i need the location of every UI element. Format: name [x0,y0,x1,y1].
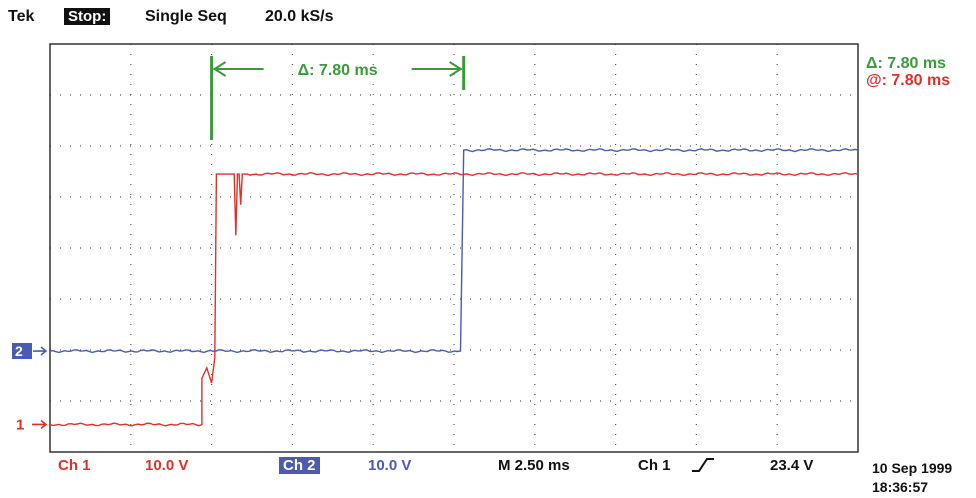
ch2-scale: 10.0 V [368,457,412,474]
arrow-right-icon [449,61,463,77]
graticule [49,43,859,453]
arrow-left-icon [212,61,227,77]
readout-delta: Δ: 7.80 ms [866,55,946,72]
stop-badge: Stop: [64,8,111,25]
ch1-marker[interactable]: 1 [16,416,24,433]
trigger-source: Ch 1 [638,457,671,474]
timebase: M 2.50 ms [498,457,570,474]
ch1-arrow-icon [32,419,48,430]
trigger-slope-icon [690,456,716,480]
waveform-traces [49,148,859,427]
graticule-border [49,43,859,453]
readout-at: @: 7.80 ms [866,72,950,89]
channel-markers[interactable]: 21 [12,343,48,433]
acquisition-state: Stop: [64,6,111,28]
time-cursors[interactable] [210,56,466,140]
ch1-label: Ch 1 [58,457,91,474]
trace-ch1 [49,171,859,427]
brand-label: Tek [8,8,35,25]
ch2-badge: Ch 2 [279,457,320,474]
ch1-scale: 10.0 V [145,457,189,474]
ch2-label: Ch 2 [279,456,320,476]
ch2-arrow-icon [33,346,48,356]
sample-rate: 20.0 kS/s [265,8,334,25]
capture-time: 18:36:57 [872,479,929,495]
capture-date: 10 Sep 1999 [872,460,953,476]
cursor-delta-label: Δ: 7.80 ms [298,62,378,79]
ch2-marker[interactable]: 2 [15,343,23,359]
trace-ch2 [49,148,859,354]
trigger-level: 23.4 V [770,457,814,474]
ch2-marker-box [12,343,32,360]
acquisition-mode: Single Seq [145,8,227,25]
